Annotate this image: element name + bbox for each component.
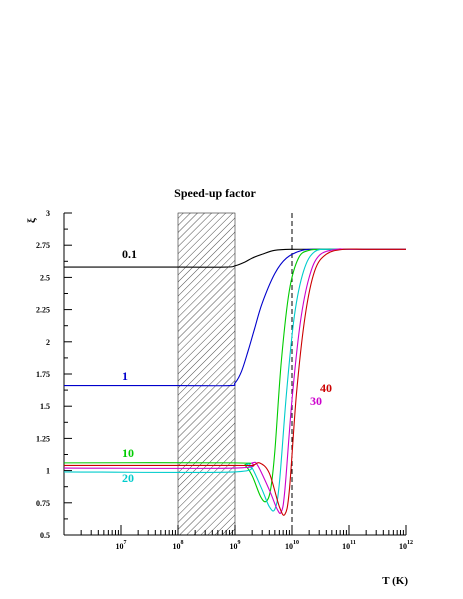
y-tick-label: 1.5 (40, 402, 50, 411)
x-tick-label: 108 (173, 540, 184, 551)
y-tick-label: 3 (46, 209, 50, 218)
series-label-10: 10 (122, 446, 134, 460)
series-line-20 (64, 248, 406, 512)
y-tick-label: 1.25 (36, 434, 50, 443)
chart-title: Speed-up factor (174, 186, 256, 200)
series-label-40: 40 (320, 381, 332, 395)
series-label-30: 30 (310, 394, 322, 408)
y-tick-label: 0.75 (36, 499, 50, 508)
x-tick-label: 107 (116, 540, 127, 551)
x-tick-label: 1012 (399, 540, 413, 551)
series-label-20: 20 (122, 471, 134, 485)
x-axis-label: T (K) (382, 575, 408, 587)
y-tick-label: 0.5 (40, 531, 50, 540)
x-tick-label: 1010 (285, 540, 299, 551)
y-tick-label: 2.5 (40, 273, 50, 282)
series-group (64, 248, 406, 516)
y-axis-label: ξ (26, 218, 38, 223)
series-label-1: 1 (122, 369, 128, 383)
series-line-40 (64, 248, 406, 516)
y-tick-label: 2.25 (36, 306, 50, 315)
shaded-region (177, 212, 236, 536)
x-ticks: 107 108 109 1010 1011 1012 (80, 525, 413, 551)
y-tick-label: 1 (46, 467, 50, 476)
y-tick-label: 1.75 (36, 370, 50, 379)
y-tick-label: 2.75 (36, 241, 50, 250)
x-tick-label: 1011 (342, 540, 356, 551)
x-tick-label: 109 (230, 540, 241, 551)
y-tick-label: 2 (46, 338, 50, 347)
series-labels: 0.1 1 10 20 30 40 (122, 247, 332, 485)
series-label-0.1: 0.1 (122, 247, 137, 261)
series-line-30 (64, 248, 406, 514)
y-ticks: 0.5 0.75 1 1.25 1.5 1.75 2 2.25 2.5 2.75 3 (36, 209, 72, 540)
